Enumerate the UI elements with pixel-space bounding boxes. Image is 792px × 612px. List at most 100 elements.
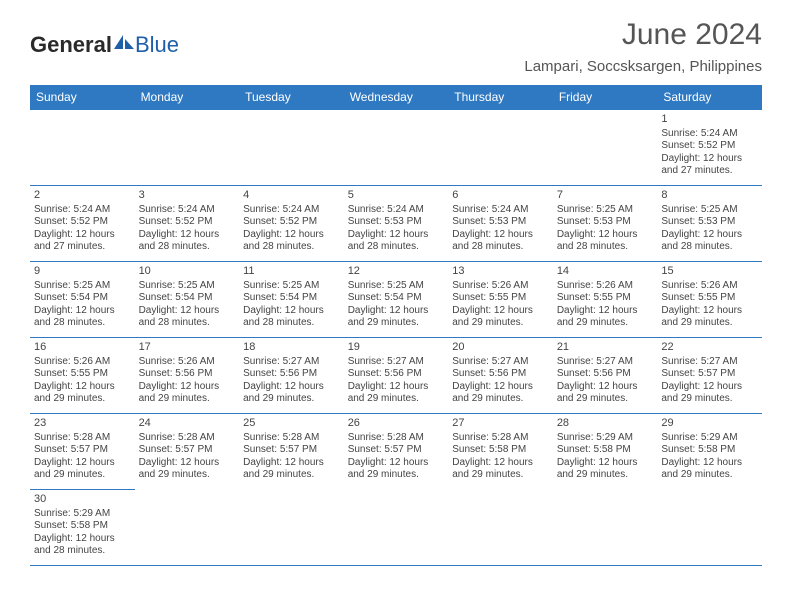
sunset-text: Sunset: 5:52 PM (661, 140, 758, 153)
sunrise-text: Sunrise: 5:27 AM (661, 356, 758, 369)
daylight-text: Daylight: 12 hours (34, 381, 131, 394)
sunset-text: Sunset: 5:56 PM (452, 368, 549, 381)
calendar-cell: 28Sunrise: 5:29 AMSunset: 5:58 PMDayligh… (553, 414, 658, 490)
daylight-text: Daylight: 12 hours (452, 305, 549, 318)
sunset-text: Sunset: 5:56 PM (348, 368, 445, 381)
calendar-cell: 3Sunrise: 5:24 AMSunset: 5:52 PMDaylight… (135, 186, 240, 262)
sunrise-text: Sunrise: 5:26 AM (661, 280, 758, 293)
day-number: 9 (34, 265, 131, 279)
calendar-cell: 7Sunrise: 5:25 AMSunset: 5:53 PMDaylight… (553, 186, 658, 262)
sunrise-text: Sunrise: 5:24 AM (348, 204, 445, 217)
day-number: 14 (557, 265, 654, 279)
day-number: 30 (34, 493, 131, 507)
daylight-text: Daylight: 12 hours (452, 381, 549, 394)
daylight-text: and 29 minutes. (661, 317, 758, 330)
daylight-text: Daylight: 12 hours (139, 305, 236, 318)
calendar-cell (448, 490, 553, 566)
day-number: 4 (243, 189, 340, 203)
calendar-cell: 16Sunrise: 5:26 AMSunset: 5:55 PMDayligh… (30, 338, 135, 414)
calendar-cell: 22Sunrise: 5:27 AMSunset: 5:57 PMDayligh… (657, 338, 762, 414)
day-number: 5 (348, 189, 445, 203)
daylight-text: and 28 minutes. (348, 241, 445, 254)
header: General Blue June 2024 Lampari, Soccsksa… (30, 18, 762, 75)
daylight-text: Daylight: 12 hours (243, 381, 340, 394)
logo: General Blue (30, 18, 179, 58)
daylight-text: and 29 minutes. (243, 469, 340, 482)
sunset-text: Sunset: 5:56 PM (243, 368, 340, 381)
day-number: 23 (34, 417, 131, 431)
sunset-text: Sunset: 5:58 PM (34, 520, 131, 533)
calendar-cell (553, 110, 658, 186)
calendar-cell: 26Sunrise: 5:28 AMSunset: 5:57 PMDayligh… (344, 414, 449, 490)
daylight-text: Daylight: 12 hours (452, 457, 549, 470)
sunrise-text: Sunrise: 5:25 AM (139, 280, 236, 293)
calendar-cell (448, 110, 553, 186)
day-number: 15 (661, 265, 758, 279)
day-number: 22 (661, 341, 758, 355)
day-number: 3 (139, 189, 236, 203)
calendar-cell: 21Sunrise: 5:27 AMSunset: 5:56 PMDayligh… (553, 338, 658, 414)
daylight-text: and 29 minutes. (243, 393, 340, 406)
sunset-text: Sunset: 5:53 PM (452, 216, 549, 229)
day-number: 25 (243, 417, 340, 431)
daylight-text: and 29 minutes. (452, 469, 549, 482)
daylight-text: and 29 minutes. (557, 393, 654, 406)
day-number: 2 (34, 189, 131, 203)
sunset-text: Sunset: 5:53 PM (348, 216, 445, 229)
daylight-text: and 29 minutes. (34, 469, 131, 482)
location-subtitle: Lampari, Soccsksargen, Philippines (524, 58, 762, 75)
sunrise-text: Sunrise: 5:26 AM (452, 280, 549, 293)
sunset-text: Sunset: 5:52 PM (139, 216, 236, 229)
calendar-cell: 8Sunrise: 5:25 AMSunset: 5:53 PMDaylight… (657, 186, 762, 262)
sunrise-text: Sunrise: 5:24 AM (452, 204, 549, 217)
sunset-text: Sunset: 5:52 PM (34, 216, 131, 229)
daylight-text: and 29 minutes. (139, 393, 236, 406)
day-header: Tuesday (239, 85, 344, 110)
day-header: Thursday (448, 85, 553, 110)
day-number: 19 (348, 341, 445, 355)
calendar-cell: 27Sunrise: 5:28 AMSunset: 5:58 PMDayligh… (448, 414, 553, 490)
sunset-text: Sunset: 5:56 PM (139, 368, 236, 381)
calendar-cell: 10Sunrise: 5:25 AMSunset: 5:54 PMDayligh… (135, 262, 240, 338)
daylight-text: and 29 minutes. (661, 393, 758, 406)
sunset-text: Sunset: 5:57 PM (243, 444, 340, 457)
sunrise-text: Sunrise: 5:27 AM (452, 356, 549, 369)
sunrise-text: Sunrise: 5:24 AM (661, 128, 758, 141)
sunrise-text: Sunrise: 5:29 AM (661, 432, 758, 445)
day-number: 29 (661, 417, 758, 431)
logo-text-1: General (30, 32, 112, 58)
daylight-text: and 28 minutes. (34, 317, 131, 330)
daylight-text: Daylight: 12 hours (139, 457, 236, 470)
day-number: 24 (139, 417, 236, 431)
calendar-row: 23Sunrise: 5:28 AMSunset: 5:57 PMDayligh… (30, 414, 762, 490)
day-number: 26 (348, 417, 445, 431)
sunset-text: Sunset: 5:55 PM (34, 368, 131, 381)
daylight-text: Daylight: 12 hours (661, 153, 758, 166)
day-number: 8 (661, 189, 758, 203)
day-header: Sunday (30, 85, 135, 110)
sunrise-text: Sunrise: 5:25 AM (557, 204, 654, 217)
calendar-cell: 1Sunrise: 5:24 AMSunset: 5:52 PMDaylight… (657, 110, 762, 186)
daylight-text: Daylight: 12 hours (557, 229, 654, 242)
daylight-text: Daylight: 12 hours (348, 305, 445, 318)
calendar-cell (239, 490, 344, 566)
sunset-text: Sunset: 5:57 PM (348, 444, 445, 457)
day-number: 18 (243, 341, 340, 355)
daylight-text: and 28 minutes. (243, 241, 340, 254)
sunset-text: Sunset: 5:58 PM (452, 444, 549, 457)
day-header-row: Sunday Monday Tuesday Wednesday Thursday… (30, 85, 762, 110)
daylight-text: and 28 minutes. (139, 241, 236, 254)
calendar-row: 9Sunrise: 5:25 AMSunset: 5:54 PMDaylight… (30, 262, 762, 338)
daylight-text: Daylight: 12 hours (34, 533, 131, 546)
daylight-text: and 27 minutes. (661, 165, 758, 178)
daylight-text: and 27 minutes. (34, 241, 131, 254)
daylight-text: and 28 minutes. (661, 241, 758, 254)
daylight-text: Daylight: 12 hours (243, 305, 340, 318)
daylight-text: and 29 minutes. (348, 317, 445, 330)
calendar-cell: 25Sunrise: 5:28 AMSunset: 5:57 PMDayligh… (239, 414, 344, 490)
daylight-text: and 29 minutes. (34, 393, 131, 406)
sunrise-text: Sunrise: 5:26 AM (139, 356, 236, 369)
sunset-text: Sunset: 5:53 PM (661, 216, 758, 229)
calendar-cell (30, 110, 135, 186)
day-number: 20 (452, 341, 549, 355)
